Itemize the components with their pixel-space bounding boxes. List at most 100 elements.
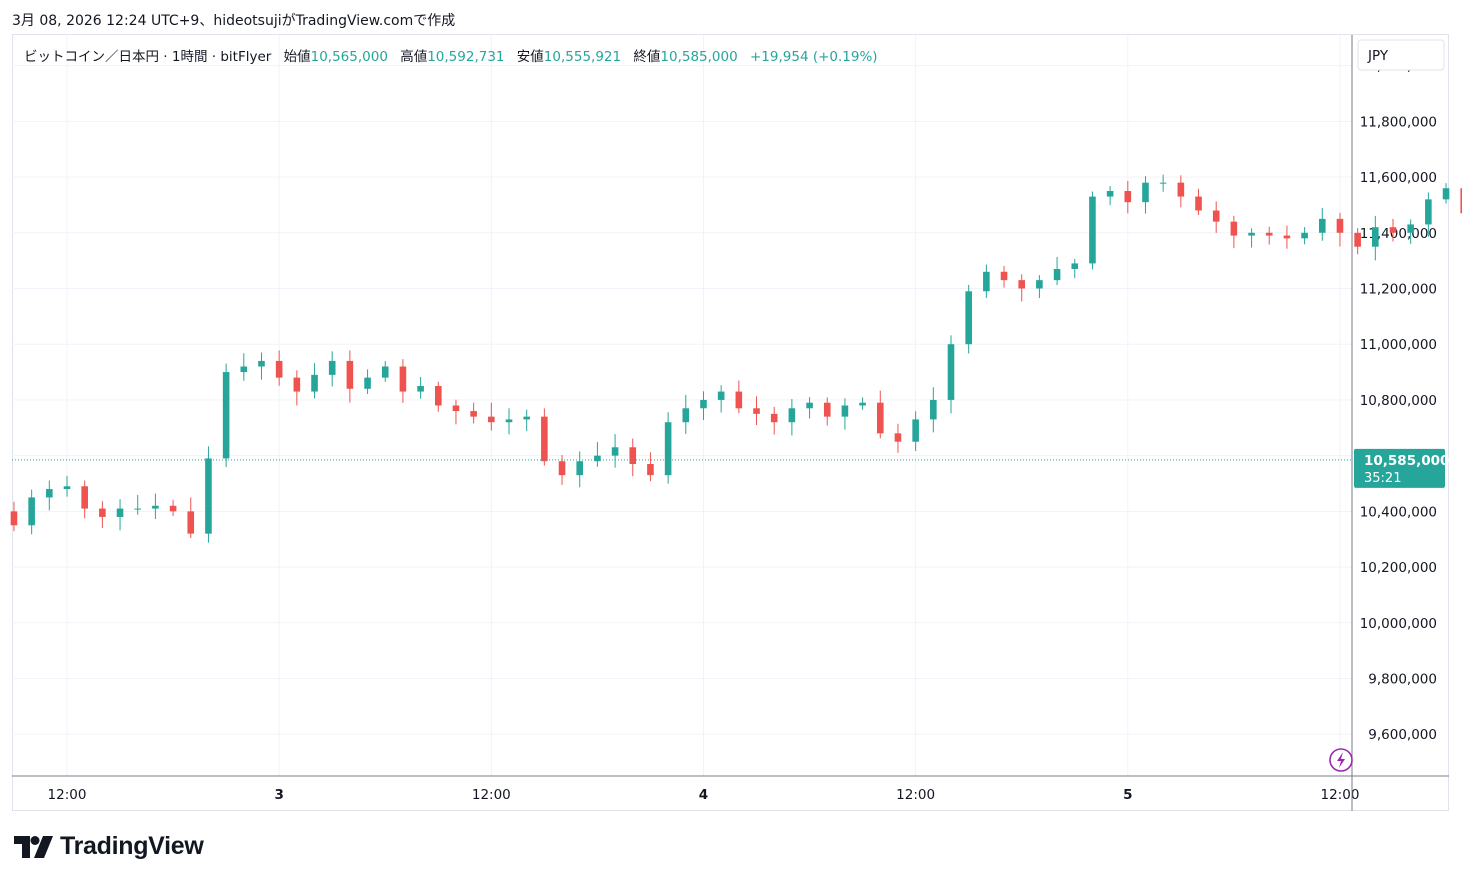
candle bbox=[1195, 188, 1202, 215]
candle bbox=[488, 402, 495, 431]
last-price-value: 10,585,000 bbox=[1364, 453, 1449, 469]
candle bbox=[99, 501, 106, 529]
candle-body bbox=[770, 413, 778, 423]
candle-body bbox=[1248, 232, 1255, 236]
candle bbox=[541, 408, 548, 466]
candle bbox=[770, 406, 778, 435]
candle bbox=[187, 497, 195, 539]
flash-icon[interactable] bbox=[1329, 748, 1353, 772]
legend-high-value: 10,592,731 bbox=[427, 49, 505, 65]
candle bbox=[417, 376, 424, 399]
candle bbox=[240, 353, 248, 381]
candle bbox=[717, 385, 725, 413]
candle bbox=[1036, 275, 1043, 299]
candle-body bbox=[930, 399, 937, 420]
candle bbox=[558, 455, 566, 485]
x-axis-tick-label: 12:00 bbox=[48, 787, 87, 803]
candle-body bbox=[1018, 280, 1026, 289]
candle bbox=[434, 381, 442, 412]
legend-high-label: 高値 bbox=[400, 49, 428, 65]
candle bbox=[1318, 207, 1326, 241]
legend-low-label: 安値 bbox=[516, 49, 544, 65]
candle bbox=[205, 446, 212, 543]
y-axis-tick-label: 11,200,000 bbox=[1360, 282, 1437, 298]
candle-body bbox=[81, 486, 88, 509]
candle-body bbox=[1283, 235, 1291, 239]
legend-close-value: 10,585,000 bbox=[660, 49, 738, 65]
candle-body bbox=[611, 447, 619, 456]
candle bbox=[1283, 225, 1291, 249]
candle bbox=[28, 489, 35, 535]
currency-button bbox=[1357, 39, 1445, 71]
candle-body bbox=[1407, 224, 1414, 233]
y-axis-tick-label: 10,000,000 bbox=[1360, 616, 1437, 632]
candle bbox=[1177, 175, 1185, 208]
candle bbox=[1089, 191, 1096, 270]
candle bbox=[912, 411, 919, 451]
candle-body bbox=[452, 405, 460, 412]
y-axis-tick-label: 11,400,000 bbox=[1360, 226, 1437, 242]
candle-body bbox=[187, 511, 195, 534]
y-axis-tick-label: 11,800,000 bbox=[1360, 114, 1437, 130]
chart-caption: 3月 08, 2026 12:24 UTC+9、hideotsujiがTradi… bbox=[12, 13, 456, 29]
chart-frame[interactable] bbox=[12, 34, 1449, 811]
candle bbox=[788, 399, 796, 436]
candle-body bbox=[1230, 221, 1238, 236]
tradingview-logo-text: TradingView bbox=[60, 832, 204, 860]
candle-body bbox=[1195, 196, 1202, 211]
x-axis-tick-label: 4 bbox=[699, 787, 708, 803]
candle-body bbox=[1053, 269, 1061, 281]
bar-countdown: 35:21 bbox=[1364, 471, 1401, 486]
y-axis-tick-label: 9,600,000 bbox=[1368, 727, 1437, 743]
candle-body bbox=[1372, 227, 1379, 247]
candle-body bbox=[434, 386, 442, 406]
y-axis-tick-label: 10,200,000 bbox=[1360, 560, 1437, 576]
currency-label: JPY bbox=[1367, 48, 1389, 64]
candle bbox=[1212, 201, 1220, 233]
candle-body bbox=[1142, 182, 1149, 203]
candle-body bbox=[205, 458, 212, 534]
candle bbox=[1230, 215, 1238, 249]
candle-body bbox=[275, 360, 283, 378]
candle-body bbox=[470, 411, 477, 417]
candle bbox=[1407, 219, 1414, 244]
candle bbox=[629, 438, 637, 477]
candle-body bbox=[99, 508, 106, 517]
candle bbox=[293, 370, 301, 406]
candle-body bbox=[152, 505, 159, 509]
candle bbox=[611, 434, 619, 468]
candle-body bbox=[700, 399, 707, 409]
candle-body bbox=[912, 419, 919, 442]
candle-body bbox=[1106, 191, 1114, 197]
legend-change-value: +19,954 (+0.19%) bbox=[749, 49, 878, 65]
candle bbox=[222, 363, 230, 468]
candle-body bbox=[558, 461, 566, 476]
candle bbox=[1106, 186, 1114, 206]
candle bbox=[1142, 176, 1149, 214]
candle bbox=[806, 397, 813, 419]
candle bbox=[1354, 228, 1361, 255]
candle-body bbox=[1089, 196, 1096, 264]
candle-body bbox=[1336, 218, 1344, 233]
candle-body bbox=[576, 461, 584, 476]
legend-symbol: ビットコイン／日本円 · 1時間 · bitFlyer bbox=[24, 49, 272, 65]
candle bbox=[152, 493, 159, 520]
candle-body bbox=[364, 377, 371, 389]
tradingview-logo[interactable]: TradingView bbox=[14, 832, 204, 861]
x-axis-tick-label: 12:00 bbox=[896, 787, 935, 803]
y-axis-tick-label: 10,800,000 bbox=[1360, 393, 1437, 409]
candle-body bbox=[806, 402, 813, 409]
ohlc-legend: ビットコイン／日本円 · 1時間 · bitFlyer 始値10,565,000… bbox=[24, 45, 878, 65]
candle-body bbox=[381, 366, 389, 378]
candle-body bbox=[841, 405, 849, 417]
candle-body bbox=[647, 464, 654, 476]
candle-body bbox=[1124, 191, 1132, 203]
candle bbox=[1372, 215, 1379, 261]
candle-body bbox=[894, 433, 902, 442]
candle bbox=[311, 363, 318, 399]
x-axis-tick-label: 12:00 bbox=[1321, 787, 1360, 803]
candle-body bbox=[346, 360, 354, 389]
y-axis-tick-label: 11,600,000 bbox=[1360, 170, 1437, 186]
candle-body bbox=[947, 344, 955, 400]
